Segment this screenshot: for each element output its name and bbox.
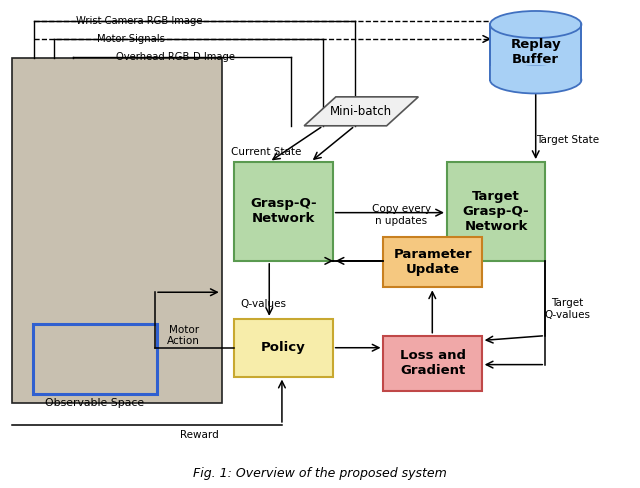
Text: Policy: Policy [261,341,306,354]
Text: Q-values: Q-values [240,299,286,309]
Bar [383,237,482,287]
Bar [383,336,482,391]
Text: Target
Q-values: Target Q-values [545,298,591,320]
Text: Mini-batch: Mini-batch [330,105,392,118]
Text: Reward: Reward [180,429,219,440]
Text: Motor Signals: Motor Signals [97,34,164,44]
Text: Grasp-Q-
Network: Grasp-Q- Network [250,198,317,225]
Text: Replay
Buffer: Replay Buffer [510,38,561,66]
Bar [234,319,333,377]
Bar [490,24,581,80]
Text: Target
Grasp-Q-
Network: Target Grasp-Q- Network [463,190,529,233]
Text: Loss and
Gradient: Loss and Gradient [399,349,466,377]
Polygon shape [304,97,419,126]
Bar [12,58,221,403]
Text: Current State: Current State [231,147,301,157]
Text: Motor
Action: Motor Action [167,325,200,346]
Text: Parameter
Update: Parameter Update [394,248,472,276]
Text: Target State: Target State [536,135,599,145]
Text: Wrist Camera RGB Image: Wrist Camera RGB Image [76,16,202,26]
Ellipse shape [490,66,581,94]
Text: Copy every
n updates: Copy every n updates [372,204,431,226]
Ellipse shape [490,11,581,38]
Bar [234,162,333,261]
Text: Observable Space: Observable Space [45,398,145,408]
Bar [33,324,157,393]
Bar [447,162,545,261]
Bar [490,66,581,80]
Text: Overhead RGB-D Image: Overhead RGB-D Image [116,52,235,62]
Text: Fig. 1: Overview of the proposed system: Fig. 1: Overview of the proposed system [193,467,447,480]
